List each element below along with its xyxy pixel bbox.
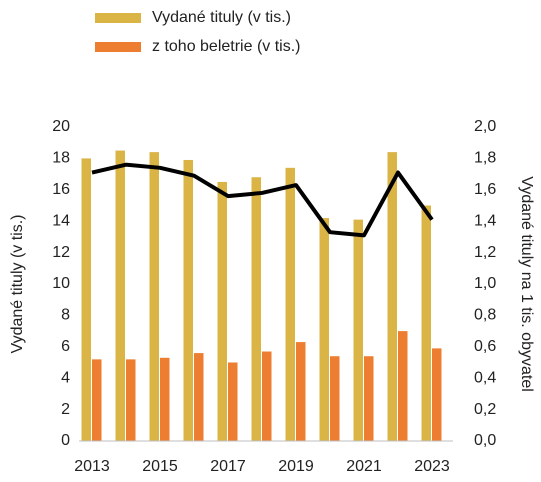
legend-label: z toho beletrie (v tis.)	[152, 38, 301, 55]
bar	[194, 353, 204, 441]
x-tick-label: 2017	[210, 458, 246, 475]
y2-tick-label: 1,4	[474, 212, 496, 229]
bar	[251, 177, 261, 442]
y-axis-title: Vydané tituly (v tis.)	[9, 214, 26, 353]
y2-tick-label: 1,6	[474, 181, 496, 198]
y-tick-label: 20	[52, 118, 70, 135]
bar	[398, 331, 408, 441]
bar	[353, 219, 363, 441]
y2-axis-title: Vydané tituly na 1 tis. obyvatel	[518, 176, 535, 392]
bar	[330, 356, 340, 441]
bar	[115, 150, 125, 442]
y2-tick-label: 0,6	[474, 338, 496, 355]
x-tick-label: 2013	[74, 458, 110, 475]
bar	[149, 152, 159, 441]
bar	[364, 356, 374, 441]
x-tick-label: 2019	[278, 458, 314, 475]
bar	[319, 218, 329, 441]
y2-tick-label: 1,2	[474, 244, 496, 261]
bar	[217, 181, 227, 441]
y-tick-label: 2	[61, 401, 70, 418]
y-tick-label: 6	[61, 338, 70, 355]
y-tick-label: 12	[52, 244, 70, 261]
bar	[183, 159, 193, 441]
bar	[92, 359, 102, 441]
bar	[160, 357, 170, 441]
y2-tick-label: 0,0	[474, 432, 496, 449]
bar	[296, 342, 306, 441]
bar	[285, 167, 295, 441]
y-tick-label: 18	[52, 150, 70, 167]
y-tick-label: 8	[61, 307, 70, 324]
bar	[262, 351, 272, 441]
y2-tick-label: 2,0	[474, 118, 496, 135]
y-tick-label: 10	[52, 275, 70, 292]
x-tick-label: 2015	[142, 458, 178, 475]
bar	[432, 348, 442, 441]
y-tick-label: 14	[52, 212, 70, 229]
bar	[228, 362, 238, 441]
x-tick-label: 2023	[414, 458, 450, 475]
y2-tick-label: 0,8	[474, 307, 496, 324]
bar	[421, 205, 431, 441]
y2-tick-label: 0,4	[474, 369, 496, 386]
y-tick-label: 0	[61, 432, 70, 449]
legend-swatch	[95, 42, 141, 52]
y-tick-label: 16	[52, 181, 70, 198]
bar	[126, 359, 136, 441]
y2-tick-label: 1,8	[474, 150, 496, 167]
legend-label: Vydané tituly (v tis.)	[152, 9, 291, 26]
x-tick-label: 2021	[346, 458, 382, 475]
y2-tick-label: 1,0	[474, 275, 496, 292]
y-tick-label: 4	[61, 369, 70, 386]
legend-swatch	[95, 13, 141, 23]
bar	[81, 158, 91, 441]
bar	[387, 152, 397, 441]
line	[91, 162, 434, 238]
y2-tick-label: 0,2	[474, 401, 496, 418]
